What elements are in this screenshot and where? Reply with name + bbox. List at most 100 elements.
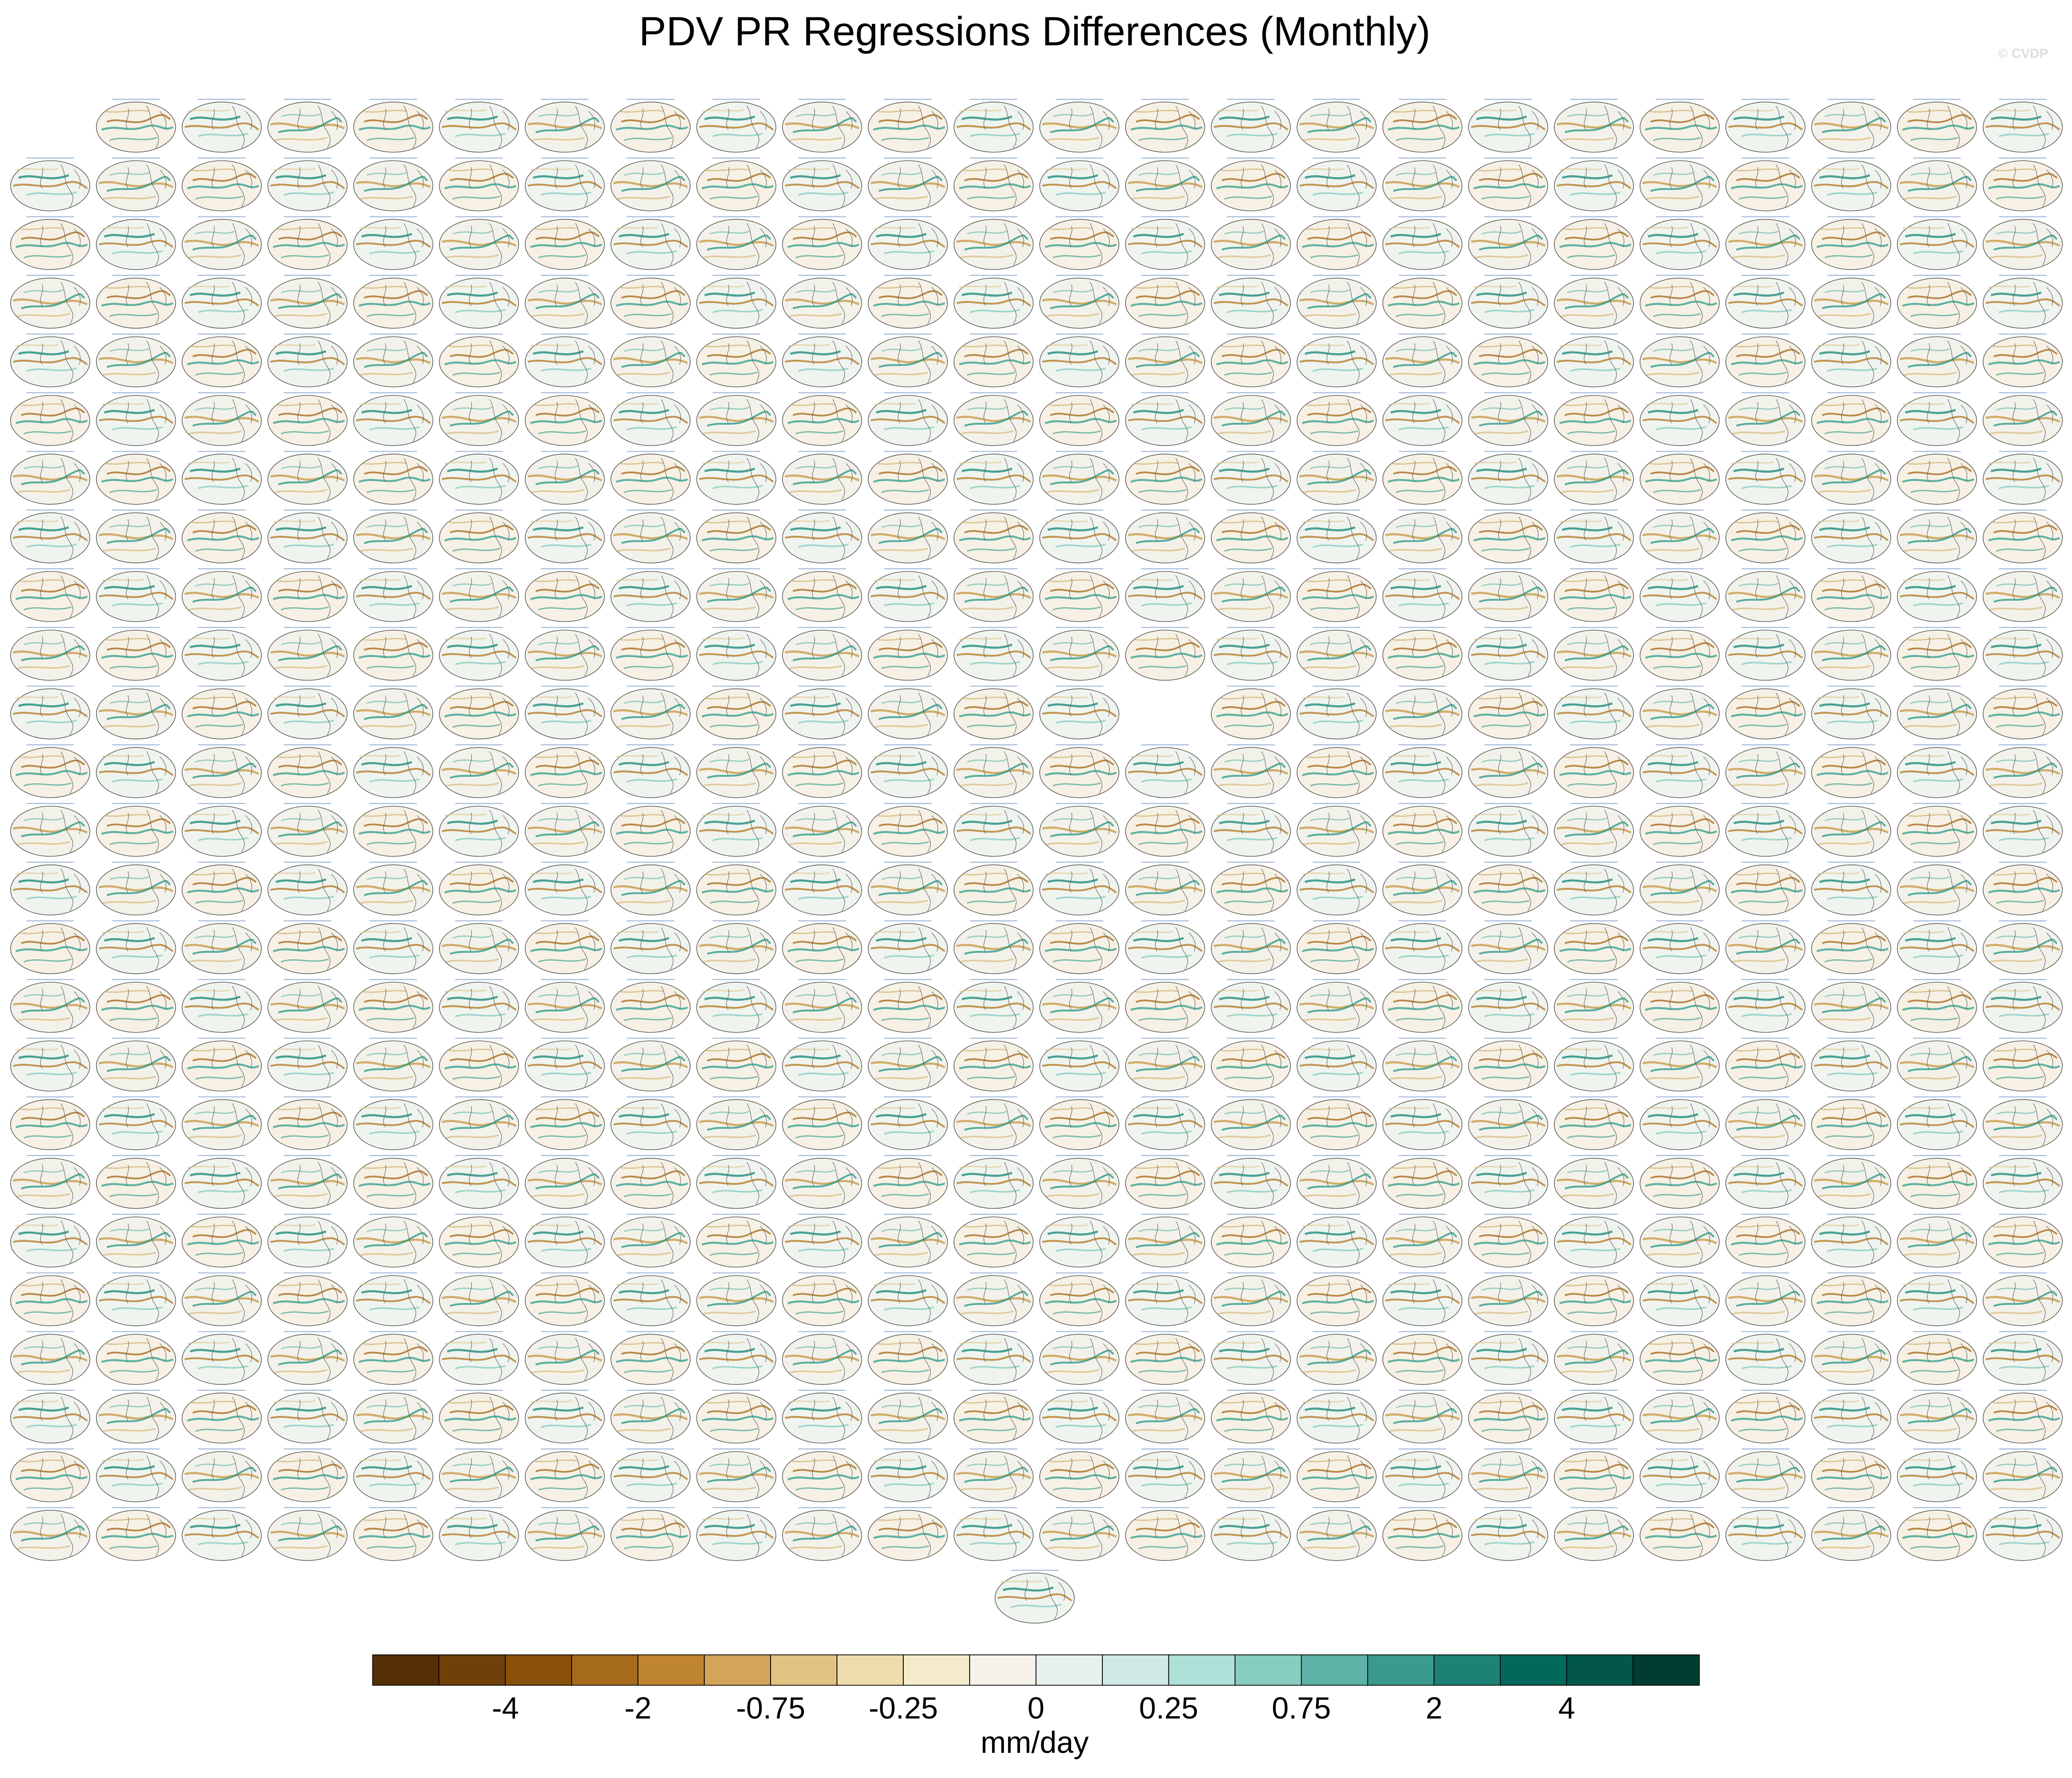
map-panel	[696, 627, 776, 681]
map-panel	[1297, 686, 1376, 739]
map-panel	[1297, 745, 1376, 798]
map-panel	[97, 979, 176, 1032]
map-panel	[1468, 1156, 1548, 1209]
map-panel	[268, 1449, 347, 1502]
map-panel	[525, 1273, 604, 1326]
map-panel	[1040, 569, 1119, 622]
map-panel	[525, 1390, 604, 1443]
colorbar-tick-label: -2	[625, 1692, 652, 1725]
map-panel	[525, 686, 604, 739]
map-panel	[696, 334, 776, 387]
map-panel	[868, 686, 947, 739]
map-panel	[1383, 686, 1462, 739]
map-panel	[696, 979, 776, 1032]
map-panel	[1126, 1038, 1205, 1092]
map-panel	[525, 451, 604, 504]
map-panel	[1211, 1390, 1290, 1443]
map-panel	[1640, 686, 1719, 739]
map-panel	[1812, 1508, 1891, 1561]
map-panel	[525, 510, 604, 563]
colorbar-box	[969, 1654, 1036, 1686]
map-panel	[1040, 1449, 1119, 1502]
map-panel	[525, 393, 604, 446]
map-panel	[182, 1156, 261, 1209]
map-panel	[1297, 99, 1376, 152]
map-panel	[1040, 158, 1119, 211]
map-panel	[1297, 216, 1376, 270]
map-panel	[954, 569, 1033, 622]
map-panel	[268, 686, 347, 739]
map-panel	[1897, 686, 1976, 739]
map-panel	[696, 921, 776, 974]
map-panel	[1040, 686, 1119, 739]
map-panel	[1726, 216, 1805, 270]
map-panel	[1468, 627, 1548, 681]
map-panel	[868, 510, 947, 563]
map-panel	[1383, 1156, 1462, 1209]
map-panel	[439, 1508, 518, 1561]
map-panel	[1554, 451, 1634, 504]
map-panel	[182, 627, 261, 681]
map-panel	[1297, 510, 1376, 563]
map-panel	[97, 804, 176, 857]
map-panel	[354, 393, 433, 446]
map-panel	[354, 921, 433, 974]
map-panel	[868, 745, 947, 798]
map-panel	[954, 921, 1033, 974]
map-panel	[696, 1273, 776, 1326]
map-panel	[1126, 921, 1205, 974]
map-panel	[1554, 1449, 1634, 1502]
map-panel	[268, 921, 347, 974]
map-panel	[11, 686, 90, 739]
map-panel	[268, 1390, 347, 1443]
map-panel	[439, 1214, 518, 1267]
map-panel	[954, 276, 1033, 329]
map-panel	[525, 745, 604, 798]
colorbar-box	[372, 1654, 440, 1686]
map-panel	[97, 1273, 176, 1326]
map-panel	[1297, 569, 1376, 622]
map-panel	[182, 451, 261, 504]
map-panel	[11, 1097, 90, 1150]
map-panel	[1211, 627, 1290, 681]
map-panel	[1211, 686, 1290, 739]
map-panel	[354, 1332, 433, 1385]
map-panel	[1211, 804, 1290, 857]
map-panel	[1812, 1038, 1891, 1092]
colorbar-box	[637, 1654, 705, 1686]
map-panel	[268, 804, 347, 857]
map-panel	[354, 627, 433, 681]
map-panel	[782, 686, 862, 739]
map-panel	[11, 921, 90, 974]
map-panel	[11, 1038, 90, 1092]
map-panel	[354, 745, 433, 798]
map-panel	[1726, 1273, 1805, 1326]
map-panel	[1126, 216, 1205, 270]
map-panel	[1126, 276, 1205, 329]
map-panel	[1383, 1097, 1462, 1150]
map-panel	[1211, 99, 1290, 152]
map-panel	[1297, 1332, 1376, 1385]
map-panel	[1897, 1390, 1976, 1443]
map-panel	[1640, 1273, 1719, 1326]
map-panel	[1554, 393, 1634, 446]
map-panel	[11, 569, 90, 622]
map-panel	[1897, 569, 1976, 622]
map-panel	[1983, 804, 2062, 857]
map-panel	[354, 1449, 433, 1502]
map-panel	[354, 1508, 433, 1561]
map-panel	[1812, 1332, 1891, 1385]
map-panel	[1726, 1390, 1805, 1443]
map-panel	[1812, 862, 1891, 915]
map-panel	[354, 1390, 433, 1443]
map-panel	[1040, 1156, 1119, 1209]
map-panel	[1383, 1332, 1462, 1385]
map-panel	[439, 334, 518, 387]
map-panel	[1897, 921, 1976, 974]
map-panel	[1983, 569, 2062, 622]
map-panel	[1297, 921, 1376, 974]
map-panel	[611, 99, 690, 152]
map-panel	[1897, 216, 1976, 270]
map-panel	[1897, 393, 1976, 446]
map-panel	[1812, 627, 1891, 681]
